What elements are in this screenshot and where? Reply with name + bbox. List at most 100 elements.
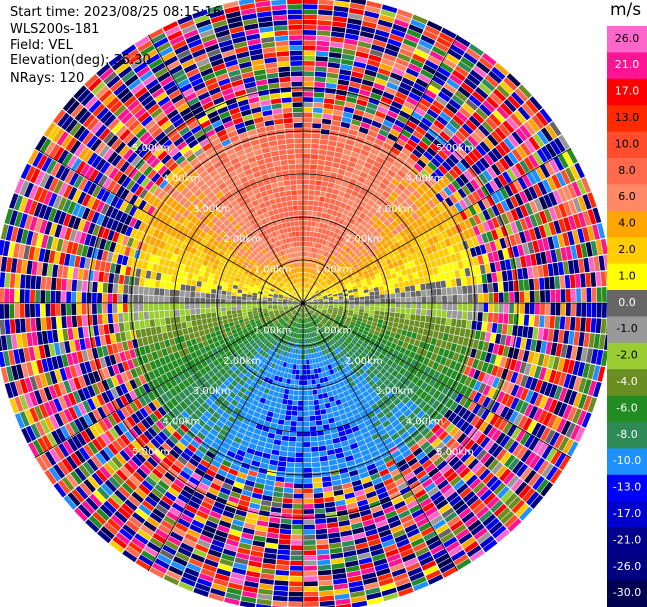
velocity-gate <box>452 303 458 311</box>
velocity-gate <box>334 282 340 287</box>
velocity-gate <box>347 315 353 319</box>
velocity-gate <box>344 101 356 109</box>
velocity-gate <box>308 301 313 303</box>
velocity-gate <box>287 325 292 331</box>
velocity-gate <box>524 216 533 229</box>
velocity-gate <box>138 554 154 567</box>
velocity-gate <box>285 467 295 473</box>
velocity-gate <box>337 310 343 314</box>
velocity-gate <box>387 133 398 142</box>
velocity-gate <box>401 552 417 563</box>
velocity-gate <box>509 195 519 208</box>
velocity-gate <box>307 374 311 380</box>
velocity-gate <box>378 446 388 454</box>
velocity-gate <box>112 472 125 486</box>
velocity-gate <box>382 386 391 395</box>
velocity-gate <box>367 411 376 419</box>
velocity-gate <box>327 412 334 419</box>
velocity-gate <box>314 289 319 294</box>
velocity-gate <box>275 370 281 377</box>
velocity-gate <box>103 500 117 514</box>
velocity-gate <box>344 298 349 301</box>
velocity-gate <box>303 19 317 25</box>
velocity-gate <box>268 522 280 529</box>
velocity-gate <box>294 380 299 385</box>
velocity-gate <box>369 49 384 58</box>
velocity-gate <box>478 468 491 481</box>
velocity-gate <box>444 358 452 368</box>
velocity-gate <box>377 281 384 287</box>
velocity-gate <box>251 416 259 423</box>
velocity-gate <box>249 404 257 411</box>
velocity-gate <box>170 397 179 407</box>
velocity-gate <box>359 275 366 281</box>
velocity-gate <box>312 467 321 473</box>
velocity-gate <box>397 259 404 266</box>
velocity-gate <box>534 315 540 327</box>
velocity-gate <box>331 193 338 200</box>
velocity-gate <box>415 290 421 297</box>
velocity-gate <box>334 354 340 361</box>
velocity-gate <box>423 165 434 175</box>
velocity-gate <box>449 401 459 412</box>
velocity-gate <box>252 370 258 377</box>
velocity-gate <box>466 276 472 286</box>
velocity-gate <box>298 395 303 401</box>
velocity-gate <box>332 114 342 122</box>
velocity-gate <box>408 193 418 203</box>
velocity-gate <box>376 133 387 142</box>
velocity-gate <box>592 381 602 398</box>
velocity-gate <box>181 355 189 364</box>
velocity-gate <box>471 148 483 160</box>
velocity-gate <box>306 288 309 294</box>
velocity-gate <box>299 333 302 339</box>
velocity-gate <box>416 159 427 169</box>
velocity-gate <box>410 308 416 315</box>
velocity-gate <box>343 267 349 273</box>
velocity-gate <box>316 283 320 288</box>
velocity-gate <box>343 309 349 313</box>
velocity-gate <box>506 73 521 87</box>
velocity-gate <box>511 91 525 106</box>
velocity-gate <box>327 208 333 215</box>
velocity-gate <box>319 144 328 150</box>
velocity-gate <box>343 390 350 397</box>
velocity-gate <box>317 367 322 374</box>
velocity-gate <box>165 371 174 381</box>
velocity-gate <box>479 264 486 275</box>
velocity-gate <box>327 280 332 285</box>
velocity-gate <box>380 294 385 299</box>
velocity-gate <box>542 264 549 277</box>
velocity-gate <box>246 351 252 358</box>
velocity-gate <box>401 354 409 362</box>
velocity-gate <box>444 142 456 153</box>
velocity-gate <box>376 441 386 450</box>
velocity-gate <box>427 161 438 172</box>
velocity-gate <box>118 486 131 499</box>
velocity-gate <box>398 359 406 367</box>
velocity-gate <box>377 19 393 28</box>
velocity-gate <box>328 248 334 254</box>
velocity-gate <box>513 110 527 124</box>
velocity-gate <box>387 169 397 178</box>
velocity-gate <box>404 262 411 270</box>
velocity-gate <box>575 317 581 332</box>
velocity-gate <box>205 398 214 407</box>
velocity-gate <box>224 407 233 416</box>
velocity-gate <box>339 249 345 255</box>
velocity-gate <box>301 308 303 313</box>
velocity-gate <box>291 342 295 348</box>
velocity-gate <box>396 271 403 278</box>
velocity-gate <box>327 328 332 334</box>
velocity-gate <box>214 473 226 482</box>
velocity-gate <box>536 130 549 145</box>
velocity-gate <box>430 452 441 463</box>
velocity-gate <box>315 357 319 363</box>
velocity-gate <box>328 301 334 303</box>
velocity-gate <box>409 260 416 268</box>
velocity-gate <box>334 447 343 454</box>
velocity-gate <box>44 469 57 485</box>
velocity-gate <box>476 321 483 331</box>
velocity-gate <box>442 349 450 358</box>
velocity-gate <box>460 82 474 94</box>
